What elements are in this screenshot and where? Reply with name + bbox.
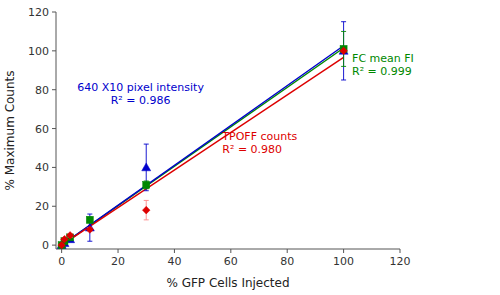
fit-line-series <box>62 57 344 245</box>
y-tick-label: 0 <box>42 239 49 252</box>
annotations: 640 X10 pixel intensityR² = 0.986 TPOFF c… <box>77 52 414 156</box>
x-axis-line <box>56 249 400 250</box>
error-cap <box>87 214 92 215</box>
error-cap <box>341 66 346 67</box>
scatter-series <box>57 22 348 249</box>
annotation: R² = 0.986 <box>111 94 171 107</box>
y-tick-label: 100 <box>28 45 49 58</box>
axes: 0 20 40 60 80 100 120 0 20 40 60 80 100 120 <box>28 6 411 268</box>
annotation: FC mean FI <box>352 52 414 65</box>
chart: 0 20 40 60 80 100 120 0 20 40 60 80 100 120 % GFP Cell… <box>0 0 500 295</box>
x-tick <box>230 249 231 253</box>
scatter-series <box>58 31 347 248</box>
y-tick <box>52 12 56 13</box>
y-axis-label: % Maximum Counts <box>3 70 17 190</box>
point <box>339 46 348 54</box>
x-tick <box>118 249 119 253</box>
x-tick <box>61 249 62 253</box>
error-cap <box>144 200 149 201</box>
fit-line-series <box>62 46 344 245</box>
y-tick <box>52 167 56 168</box>
x-tick-label: 40 <box>167 255 181 268</box>
error-cap <box>144 144 149 145</box>
y-tick <box>52 89 56 90</box>
point <box>142 206 150 214</box>
error-cap <box>87 241 92 242</box>
point <box>143 181 150 188</box>
x-tick-label: 0 <box>58 255 65 268</box>
y-tick <box>52 245 56 246</box>
fit-line <box>62 46 344 245</box>
y-tick-label: 40 <box>35 161 49 174</box>
x-tick <box>343 249 344 253</box>
error-cap <box>144 190 149 191</box>
error-cap <box>341 79 346 80</box>
point <box>66 232 74 240</box>
point <box>61 235 69 243</box>
error-bar <box>144 181 149 189</box>
annotation: 640 X10 pixel intensity <box>77 81 204 94</box>
error-cap <box>144 219 149 220</box>
y-axis-line <box>56 12 57 249</box>
x-tick-label: 120 <box>390 255 411 268</box>
point <box>86 226 94 234</box>
y-tick <box>52 50 56 51</box>
y-tick-label: 20 <box>35 200 49 213</box>
annotation: R² = 0.980 <box>222 143 282 156</box>
fit-line <box>62 57 344 245</box>
y-tick-label: 120 <box>28 6 49 19</box>
x-tick-label: 60 <box>224 255 238 268</box>
point <box>86 216 93 223</box>
y-tick <box>52 206 56 207</box>
x-tick <box>287 249 288 253</box>
y-tick-label: 80 <box>35 84 49 97</box>
error-bar <box>87 217 92 223</box>
x-tick-label: 80 <box>280 255 294 268</box>
point <box>142 163 151 171</box>
y-tick-label: 60 <box>35 123 49 136</box>
x-tick-label: 100 <box>333 255 354 268</box>
x-axis-label: % GFP Cells Injected <box>166 276 289 290</box>
x-tick <box>400 249 401 253</box>
point <box>340 47 348 55</box>
x-tick-label: 20 <box>111 255 125 268</box>
error-cap <box>341 21 346 22</box>
scatter-series <box>58 47 348 249</box>
plot-data <box>57 22 348 249</box>
annotation: R² = 0.999 <box>352 65 412 78</box>
y-tick <box>52 128 56 129</box>
annotation: TPOFF counts <box>221 130 297 143</box>
error-cap <box>341 31 346 32</box>
x-tick <box>174 249 175 253</box>
